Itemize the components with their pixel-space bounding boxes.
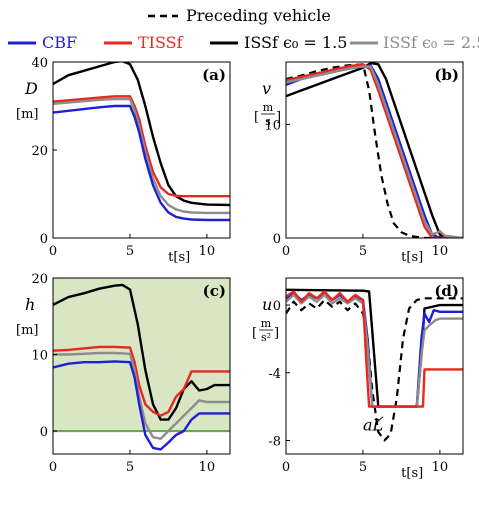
panel-d-yunit-num: m — [261, 317, 272, 330]
panel-d: 0 5 10 0 -4 -8 (d) u [ ms²] t[s] aL — [252, 277, 464, 481]
panel-d-yunit-den: s² — [261, 331, 271, 344]
legend: Preceding vehicle CBF TISSf ISSf ϵ₀ = 1.… — [8, 6, 479, 52]
panel-d-line-issf15 — [286, 288, 463, 408]
panel-c-xtick-label: 0 — [49, 460, 57, 475]
legend-label-issf25: ISSf ϵ₀ = 2.5 — [383, 33, 479, 52]
panel-b-yunit-bracket-right: ] — [276, 110, 281, 125]
panel-c-series — [53, 283, 230, 451]
panel-c-line-cbf — [53, 360, 230, 451]
panel-c-ytick-label: 20 — [31, 272, 48, 287]
panel-c-xtick-label: 10 — [199, 460, 216, 475]
panel-b-xtick-label: 0 — [282, 244, 290, 259]
panel-a-xtick-label: 5 — [126, 244, 134, 259]
panel-d-xlabel: t[s] — [401, 466, 423, 481]
panel-a-ylabel: D — [24, 79, 38, 98]
panel-a-line-issf15 — [53, 62, 230, 207]
panel-b-ylabel: v — [262, 79, 271, 98]
panel-c-ylabel: h — [25, 295, 35, 314]
panel-d-yunit-bracket-right: ] — [274, 326, 279, 341]
panel-b-line-issf15 — [286, 62, 463, 238]
panel-c: 0 5 10 0 10 20 (c) h [m] — [16, 272, 231, 475]
panel-d-xtick-label: 10 — [432, 460, 449, 475]
panel-b-line-cbf — [286, 64, 463, 238]
panel-d-axes-box — [285, 277, 464, 455]
panel-b-label: (b) — [434, 66, 459, 84]
panel-d-xtick-label: 5 — [359, 460, 367, 475]
panel-b-line-lead — [286, 63, 463, 238]
panel-c-label: (c) — [203, 282, 226, 300]
panel-b-xtick-label: 5 — [359, 244, 367, 259]
panel-b-yunit-num: m — [263, 101, 274, 114]
panel-b-series — [286, 62, 463, 238]
panel-d-label: (d) — [434, 282, 459, 300]
panel-d-line-tissf — [286, 290, 463, 408]
panel-c-xtick-label: 5 — [126, 460, 134, 475]
panel-d-ytick-label: -4 — [268, 367, 281, 382]
panel-d-annotation-pointer — [374, 416, 384, 424]
panel-d-line-issf25 — [286, 293, 463, 408]
panel-c-line-tissf — [53, 345, 230, 417]
panel-b-yunit-den: s — [265, 115, 271, 128]
panel-a-xlabel: t[s] — [168, 250, 190, 265]
legend-label-cbf: CBF — [42, 33, 77, 52]
legend-label-issf15: ISSf ϵ₀ = 1.5 — [244, 33, 347, 52]
panel-b-xlabel: t[s] — [401, 250, 423, 265]
panel-b-yunit-bracket-left: [ — [254, 110, 259, 125]
panel-c-axes-box — [52, 277, 231, 455]
panel-b: 0 5 10 0 10 (b) v[ ms] t[s] — [254, 61, 464, 265]
legend-label-tissf: TISSf — [138, 33, 184, 52]
panel-d-yunit-bracket-left: [ — [252, 326, 257, 341]
panel-a-yunit: [m] — [16, 107, 38, 122]
panel-a: 0 5 10 0 20 40 (a) D [m] t[s] — [16, 56, 231, 265]
legend-label-preceding: Preceding vehicle — [186, 6, 331, 25]
panel-a-xtick-label: 10 — [199, 244, 216, 259]
panel-c-ytick-label: 10 — [31, 349, 48, 364]
panel-c-ytick-label: 0 — [40, 425, 48, 440]
panel-b-ytick-label: 10 — [264, 118, 281, 133]
panel-c-line-issf25 — [53, 351, 230, 440]
panel-d-xtick-label: 0 — [282, 460, 290, 475]
panel-d-ytick-label: 0 — [273, 299, 281, 314]
panel-a-line-cbf — [53, 104, 230, 222]
panel-a-line-tissf — [53, 95, 230, 198]
panel-a-ytick-label: 20 — [31, 144, 48, 159]
panel-d-series — [286, 288, 463, 442]
panel-c-yunit: [m] — [16, 323, 38, 338]
panel-b-ytick-label: 0 — [273, 232, 281, 247]
panel-d-annotation: aL — [363, 415, 383, 434]
panel-b-xtick-label: 10 — [432, 244, 449, 259]
panel-a-ytick-label: 40 — [31, 56, 48, 71]
panel-a-ytick-label: 0 — [40, 232, 48, 247]
panel-d-ylabel: u — [262, 295, 272, 314]
panel-d-ytick-label: -8 — [268, 434, 281, 449]
panel-a-label: (a) — [202, 66, 226, 84]
panel-c-line-issf15 — [53, 283, 230, 421]
panel-a-series — [53, 62, 230, 222]
panel-a-xtick-label: 0 — [49, 244, 57, 259]
panel-a-line-issf25 — [53, 97, 230, 215]
panel-b-line-issf25 — [286, 65, 463, 238]
panel-b-axes-box — [285, 61, 464, 239]
panel-b-line-tissf — [286, 63, 463, 238]
panel-a-axes-box — [52, 61, 231, 239]
